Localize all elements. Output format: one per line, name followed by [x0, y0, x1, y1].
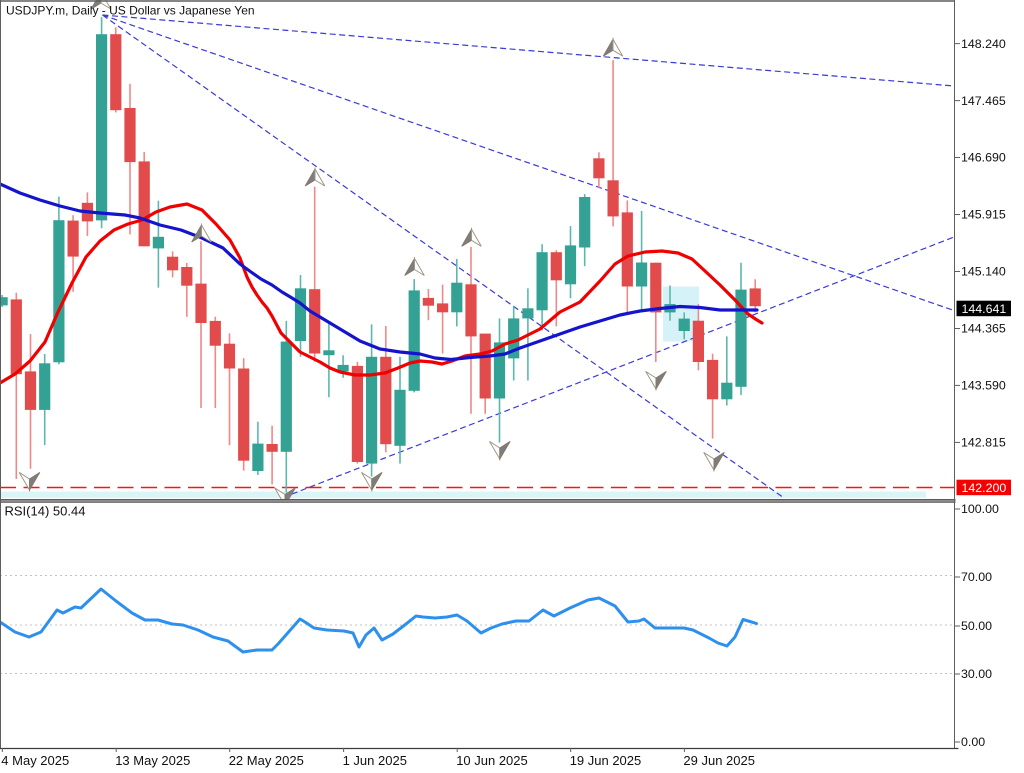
- svg-text:13 May 2025: 13 May 2025: [115, 753, 190, 768]
- svg-text:70.00: 70.00: [961, 570, 992, 584]
- svg-text:50.00: 50.00: [961, 619, 992, 633]
- svg-text:144.641: 144.641: [962, 302, 1007, 316]
- svg-text:142.815: 142.815: [961, 436, 1006, 450]
- svg-text:1 Jun 2025: 1 Jun 2025: [343, 753, 407, 768]
- svg-text:145.140: 145.140: [961, 265, 1006, 279]
- svg-text:147.465: 147.465: [961, 94, 1006, 108]
- svg-text:4 May 2025: 4 May 2025: [1, 753, 69, 768]
- svg-text:144.365: 144.365: [961, 322, 1006, 336]
- svg-text:10 Jun 2025: 10 Jun 2025: [456, 753, 528, 768]
- svg-text:29 Jun 2025: 29 Jun 2025: [683, 753, 755, 768]
- svg-text:142.200: 142.200: [962, 481, 1007, 495]
- svg-text:148.240: 148.240: [961, 37, 1006, 51]
- svg-text:19 Jun 2025: 19 Jun 2025: [570, 753, 642, 768]
- svg-text:22 May 2025: 22 May 2025: [229, 753, 304, 768]
- svg-text:USDJPY.m, Daily - US Dollar vs: USDJPY.m, Daily - US Dollar vs Japanese …: [6, 3, 255, 17]
- svg-text:143.590: 143.590: [961, 379, 1006, 393]
- svg-text:145.915: 145.915: [961, 208, 1006, 222]
- svg-text:100.00: 100.00: [961, 502, 999, 516]
- svg-text:30.00: 30.00: [961, 667, 992, 681]
- svg-text:0.00: 0.00: [961, 735, 985, 749]
- svg-text:146.690: 146.690: [961, 151, 1006, 165]
- svg-text:RSI(14) 50.44: RSI(14) 50.44: [5, 504, 86, 519]
